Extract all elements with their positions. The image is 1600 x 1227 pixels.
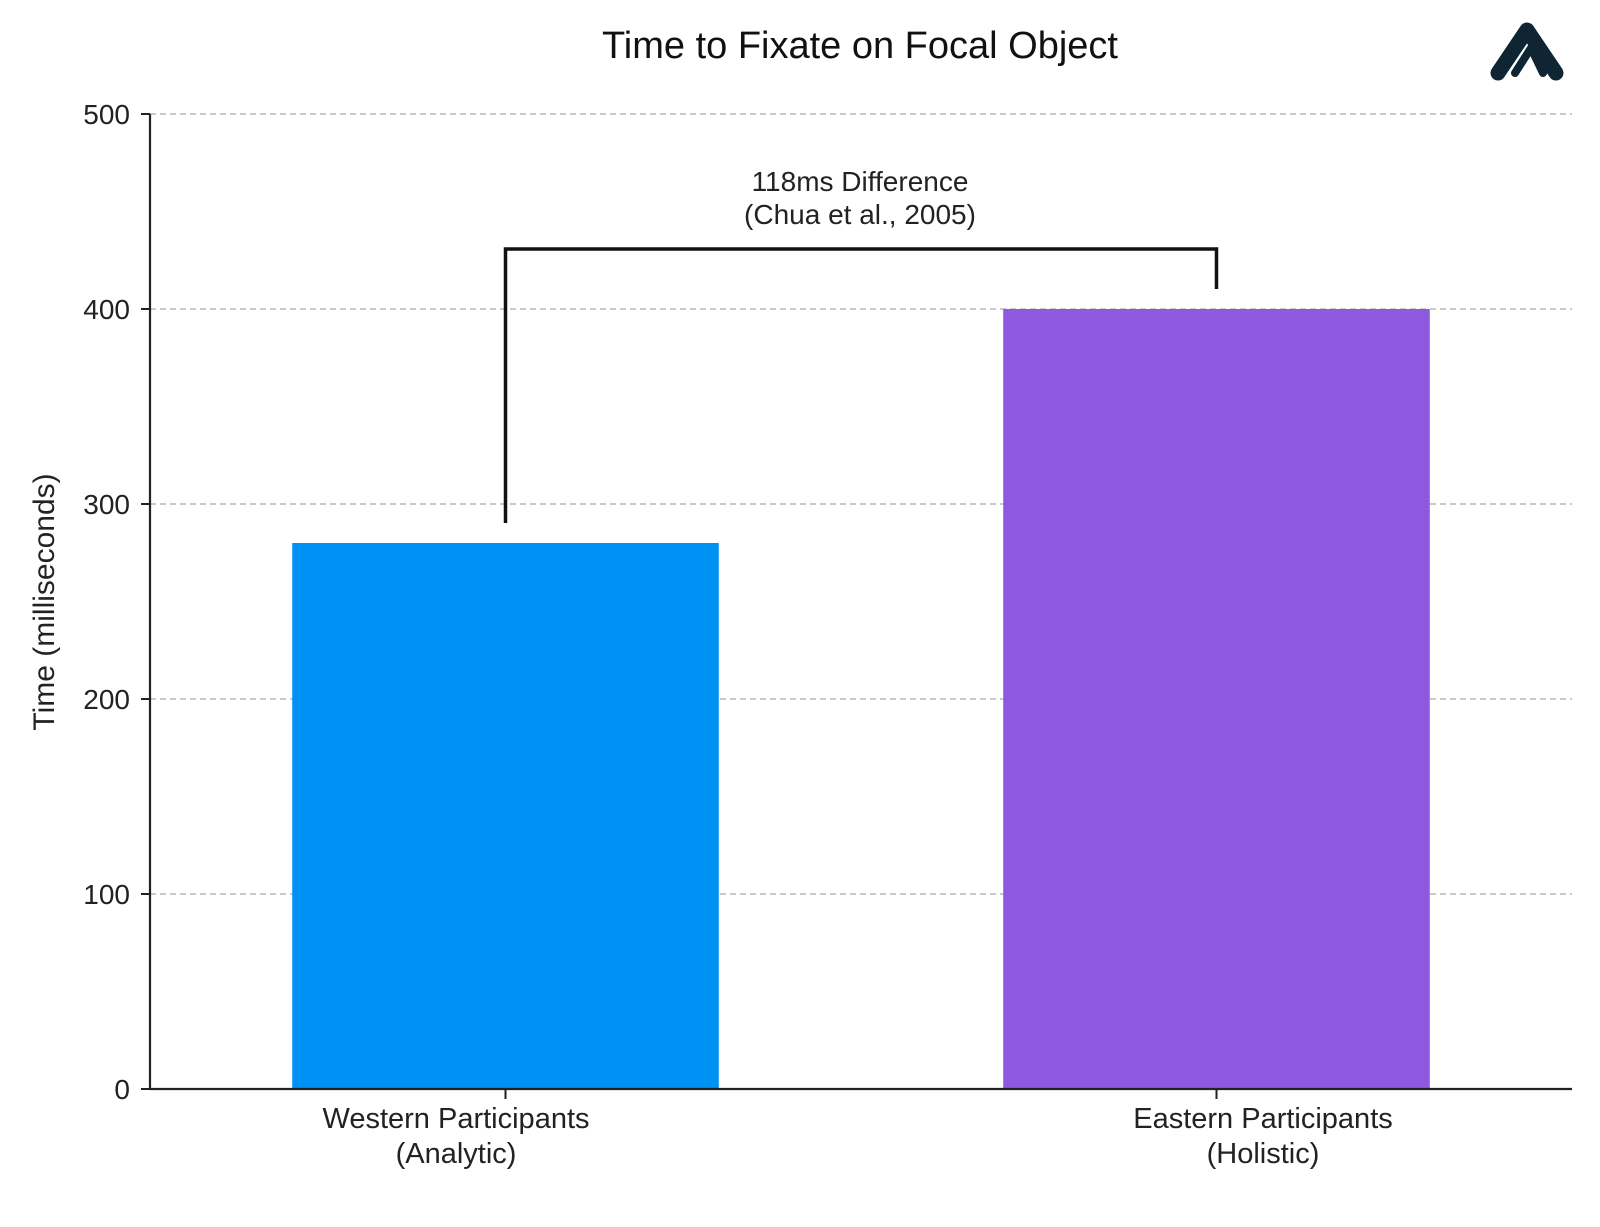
- y-tick-label-500: 500: [83, 99, 130, 130]
- bars: [292, 309, 1430, 1089]
- difference-bracket: [503, 247, 1219, 523]
- y-tick-label-200: 200: [83, 684, 130, 715]
- y-tick-label-100: 100: [83, 879, 130, 910]
- y-tick-label-300: 300: [83, 489, 130, 520]
- y-axis-label: Time (milliseconds): [28, 473, 61, 730]
- annotation-citation-text: (Chua et al., 2005): [744, 199, 976, 230]
- annotation-difference-text: 118ms Difference: [752, 166, 969, 197]
- y-tick-label-400: 400: [83, 294, 130, 325]
- y-tick-labels: 0 100 200 300 400 500: [83, 99, 130, 1105]
- category-label-western-line2: (Analytic): [396, 1138, 517, 1170]
- category-label-western-line1: Western Participants: [322, 1103, 589, 1135]
- chart-title: Time to Fixate on Focal Object: [602, 25, 1118, 67]
- bar-0: [292, 543, 719, 1089]
- brand-logo-icon: [1490, 22, 1564, 81]
- category-label-eastern-line2: (Holistic): [1207, 1138, 1320, 1170]
- difference-annotation: 118ms Difference (Chua et al., 2005): [503, 166, 1219, 523]
- bar-1: [1003, 309, 1430, 1089]
- y-tick-label-0: 0: [114, 1074, 130, 1105]
- category-label-eastern-line1: Eastern Participants: [1133, 1103, 1393, 1135]
- axes: [141, 113, 1572, 1099]
